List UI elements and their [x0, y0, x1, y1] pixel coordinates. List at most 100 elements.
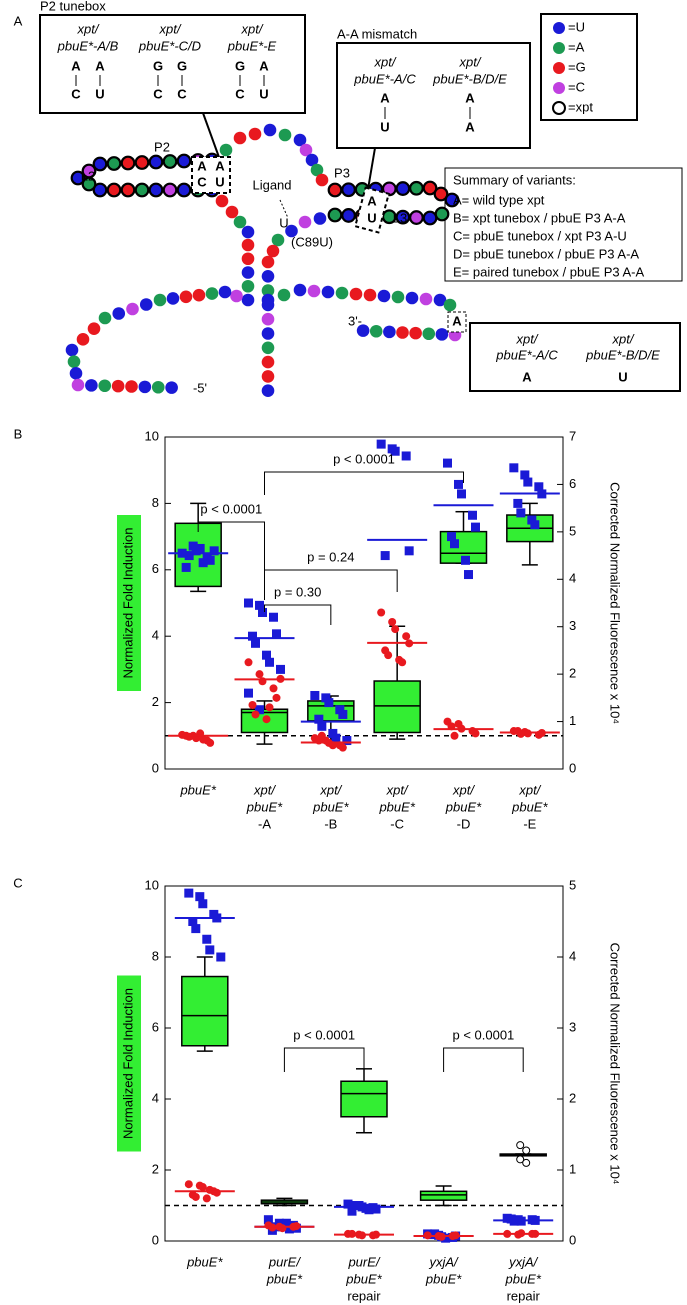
- data-point: [205, 945, 215, 955]
- nucleotide: [138, 380, 152, 394]
- x-tick-label: pbuE*: [186, 1254, 223, 1269]
- data-point: [284, 1224, 294, 1234]
- data-point: [272, 629, 281, 639]
- nucleotide: [233, 131, 247, 145]
- nucleotide: [98, 379, 112, 393]
- base: G: [177, 58, 187, 73]
- nucleotide: [162, 182, 178, 198]
- nucleotide: [241, 293, 255, 307]
- data-point: [255, 600, 264, 610]
- label: -5': [193, 380, 207, 395]
- data-point: [377, 608, 386, 617]
- nucleotide: [422, 210, 438, 226]
- data-point: [513, 498, 523, 508]
- nucleotide: [134, 182, 150, 198]
- label: A= wild type xpt: [453, 192, 545, 207]
- base: A: [367, 193, 377, 208]
- data-point: [244, 598, 253, 608]
- x-tick-label: pbuE*: [312, 799, 349, 814]
- bracket: [264, 471, 464, 495]
- base: A: [452, 313, 462, 328]
- data-point: [272, 693, 281, 702]
- data-point: [248, 631, 257, 641]
- label: D= pbuE tunebox / pbuE P3 A-A: [453, 246, 639, 261]
- y2-tick-label: 6: [569, 476, 576, 491]
- outlier: [516, 1141, 525, 1150]
- nucleotide: [241, 266, 255, 279]
- nucleotide: [165, 381, 178, 394]
- nucleotide: [391, 290, 405, 304]
- y2-tick-label: 0: [569, 760, 576, 775]
- data-point: [324, 698, 334, 708]
- data-point: [184, 1180, 193, 1189]
- annotation: p < 0.0001: [293, 1027, 355, 1042]
- data-point: [276, 664, 285, 674]
- x-tick-label: pbuE*: [425, 1271, 462, 1286]
- legend-label: =C: [568, 79, 585, 94]
- label: C= pbuE tunebox / xpt P3 A-U: [453, 228, 627, 243]
- nucleotide: [166, 292, 180, 305]
- nucleotide: [106, 156, 122, 171]
- base: G: [235, 58, 245, 73]
- nucleotide: [313, 212, 327, 225]
- nucleotide: [120, 182, 136, 198]
- data-point: [468, 510, 477, 520]
- base: A: [215, 158, 225, 173]
- nucleotide: [299, 143, 313, 157]
- p3-pair-box: [354, 186, 390, 234]
- x-tick-label: repair: [347, 1288, 381, 1303]
- data-point: [391, 625, 400, 634]
- x-tick-label: repair: [507, 1288, 541, 1303]
- x-tick-label: xpt/: [452, 782, 475, 797]
- nucleotide: [285, 224, 298, 238]
- data-point: [188, 541, 198, 551]
- data-point: [527, 515, 537, 525]
- y2-tick-label: 7: [569, 428, 576, 443]
- nucleotide: [261, 341, 275, 355]
- nucleotide: [409, 326, 422, 340]
- summary-box: [444, 167, 683, 282]
- data-point: [443, 458, 452, 468]
- x-tick-label: pbuE*: [511, 799, 548, 814]
- data-point: [447, 532, 456, 542]
- x-tick-label: pbuE*: [179, 782, 216, 797]
- data-point: [371, 1204, 381, 1214]
- annotation: p < 0.0001: [452, 1027, 514, 1042]
- legend-box: [540, 13, 638, 121]
- base: U: [95, 86, 104, 101]
- nucleotide: [176, 182, 192, 198]
- base: A: [522, 369, 532, 384]
- nucleotide: [261, 327, 275, 340]
- nucleotide: [81, 163, 97, 179]
- nucleotide: [205, 287, 219, 300]
- data-point: [530, 520, 540, 530]
- label: L2: [81, 168, 95, 183]
- mismatch-box: [336, 42, 531, 149]
- data-point: [195, 543, 205, 553]
- y-axis-label: Normalized Fold Induction: [120, 527, 135, 678]
- label: xpt/: [159, 21, 182, 36]
- y2-tick-label: 0: [569, 1232, 576, 1247]
- data-point: [191, 1192, 200, 1201]
- nucleotide: [307, 284, 321, 298]
- x-tick-label: xpt/: [518, 782, 541, 797]
- nucleotide: [409, 210, 424, 225]
- nucleotide: [241, 279, 255, 293]
- legend-label: =A: [568, 39, 585, 54]
- data-point: [380, 551, 390, 561]
- data-point: [255, 705, 264, 715]
- base: A: [197, 158, 207, 173]
- p2-pair-box: [191, 156, 231, 194]
- nucleotide: [92, 156, 108, 172]
- nucleotide: [218, 285, 232, 299]
- label: xpt/: [516, 331, 539, 346]
- nucleotide: [126, 302, 139, 316]
- plot-frame: [164, 436, 564, 770]
- y2-tick-label: 2: [569, 1090, 576, 1105]
- data-point: [523, 477, 533, 487]
- legend-swatch: [553, 82, 565, 94]
- data-point: [188, 917, 198, 926]
- data-point: [191, 924, 201, 934]
- data-point: [350, 1201, 360, 1210]
- legend-label: =U: [568, 19, 585, 34]
